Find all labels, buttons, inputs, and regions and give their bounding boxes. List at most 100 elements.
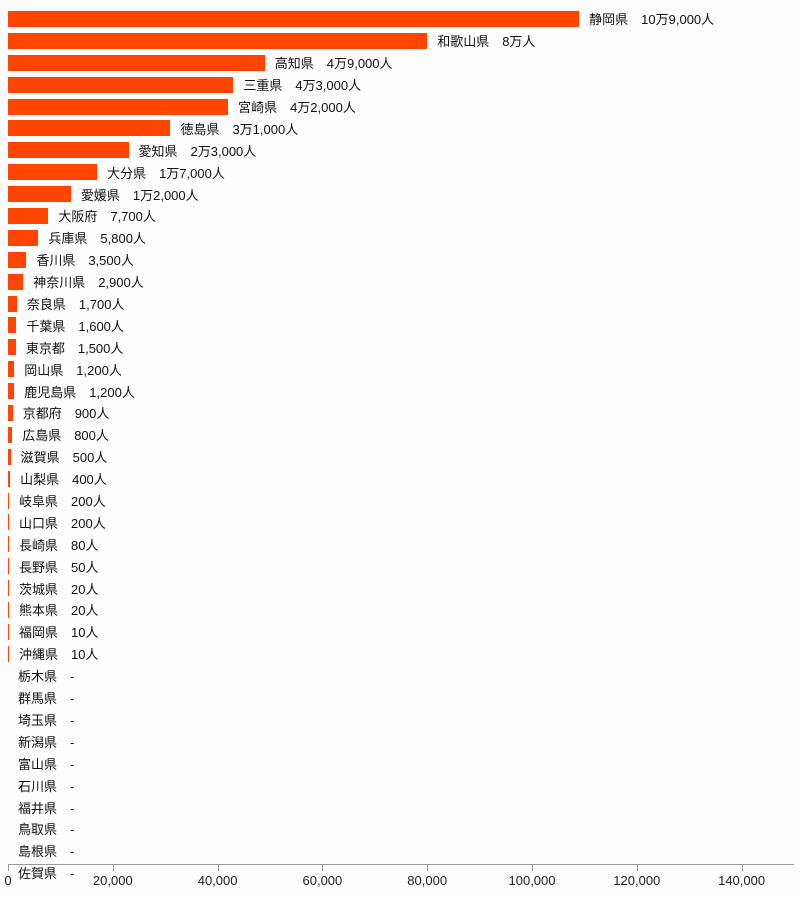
bar-label: 兵庫県 5,800人 (48, 228, 146, 247)
bar (8, 317, 16, 333)
bar-row: 福岡県 10人 (8, 621, 794, 643)
bar-label: 高知県 4万9,000人 (275, 53, 393, 72)
bar (8, 142, 129, 158)
bar-row: 鳥取県 - (8, 818, 794, 840)
bar (8, 120, 170, 136)
bar-row: 山梨県 400人 (8, 468, 794, 490)
bar-row: 富山県 - (8, 752, 794, 774)
bar-label: 香川県 3,500人 (36, 250, 134, 269)
bar-label: 和歌山県 8万人 (437, 31, 535, 50)
bar (8, 252, 26, 268)
bar-row: 香川県 3,500人 (8, 249, 794, 271)
bar (8, 558, 9, 574)
bar-label: 熊本県 20人 (19, 600, 98, 619)
axis-tick (532, 865, 533, 871)
axis-tick-label: 120,000 (613, 873, 660, 888)
bar-row: 広島県 800人 (8, 424, 794, 446)
bar-label: 千葉県 1,600人 (26, 316, 124, 335)
bar (8, 471, 10, 487)
bar-row: 奈良県 1,700人 (8, 293, 794, 315)
bar-row: 愛知県 2万3,000人 (8, 139, 794, 161)
bar-label: 石川県 - (18, 776, 74, 795)
bar (8, 55, 265, 71)
bar (8, 536, 9, 552)
bar-label: 島根県 - (18, 841, 74, 860)
bar (8, 33, 427, 49)
axis-tick-label: 80,000 (407, 873, 447, 888)
axis-tick-label: 140,000 (718, 873, 765, 888)
bar-label: 大分県 1万7,000人 (107, 163, 225, 182)
bar (8, 164, 97, 180)
bar-row: 神奈川県 2,900人 (8, 271, 794, 293)
axis-tick (322, 865, 323, 871)
axis-tick-label: 0 (4, 873, 11, 888)
bar (8, 99, 228, 115)
bar-label: 徳島県 3万1,000人 (180, 119, 298, 138)
plot-area: 静岡県 10万9,000人和歌山県 8万人高知県 4万9,000人三重県 4万3… (8, 8, 794, 864)
bar-label: 長崎県 80人 (19, 535, 98, 554)
bar (8, 405, 13, 421)
bar-row: 福井県 - (8, 796, 794, 818)
bar-row: 島根県 - (8, 840, 794, 862)
axis-tick (427, 865, 428, 871)
bar-row: 石川県 - (8, 774, 794, 796)
bar (8, 514, 9, 530)
bar-label: 静岡県 10万9,000人 (589, 9, 714, 28)
bar-label: 京都府 900人 (23, 403, 110, 422)
bar-label: 山梨県 400人 (20, 469, 107, 488)
bar-label: 福岡県 10人 (19, 622, 98, 641)
bar-label: 茨城県 20人 (19, 579, 98, 598)
bar-row: 兵庫県 5,800人 (8, 227, 794, 249)
bar (8, 427, 12, 443)
bar (8, 230, 38, 246)
bar-row: 熊本県 20人 (8, 599, 794, 621)
bar (8, 449, 11, 465)
bar (8, 296, 17, 312)
bar-row: 徳島県 3万1,000人 (8, 117, 794, 139)
bar-row: 高知県 4万9,000人 (8, 52, 794, 74)
axis-tick (113, 865, 114, 871)
bar-row: 静岡県 10万9,000人 (8, 8, 794, 30)
bar (8, 602, 9, 618)
axis-tick (218, 865, 219, 871)
bar-row: 東京都 1,500人 (8, 336, 794, 358)
bar-label: 岡山県 1,200人 (24, 360, 122, 379)
bar-label: 富山県 - (18, 754, 74, 773)
bar-label: 東京都 1,500人 (26, 338, 124, 357)
bar-label: 鹿児島県 1,200人 (24, 382, 135, 401)
bar-row: 長崎県 80人 (8, 533, 794, 555)
bar-label: 愛知県 2万3,000人 (139, 141, 257, 160)
bar-row: 和歌山県 8万人 (8, 30, 794, 52)
bar (8, 624, 9, 640)
bar (8, 646, 9, 662)
bar-row: 岡山県 1,200人 (8, 358, 794, 380)
x-axis: 020,00040,00060,00080,000100,000120,0001… (8, 864, 794, 892)
bar-row: 三重県 4万3,000人 (8, 74, 794, 96)
bar (8, 208, 48, 224)
bar-row: 群馬県 - (8, 687, 794, 709)
bar-row: 宮崎県 4万2,000人 (8, 96, 794, 118)
bar-label: 沖縄県 10人 (19, 644, 98, 663)
bar (8, 361, 14, 377)
bar-row: 山口県 200人 (8, 511, 794, 533)
bar (8, 339, 16, 355)
axis-tick (8, 865, 9, 871)
bar-label: 三重県 4万3,000人 (243, 75, 361, 94)
bar-label: 福井県 - (18, 798, 74, 817)
bar-label: 鳥取県 - (18, 819, 74, 838)
axis-tick-label: 60,000 (303, 873, 343, 888)
bar-label: 新潟県 - (18, 732, 74, 751)
bar-label: 岐阜県 200人 (19, 491, 106, 510)
bar-row: 大阪府 7,700人 (8, 205, 794, 227)
bar-row: 新潟県 - (8, 730, 794, 752)
bar-row: 埼玉県 - (8, 709, 794, 731)
bar-row: 岐阜県 200人 (8, 490, 794, 512)
bar-row: 大分県 1万7,000人 (8, 161, 794, 183)
bar-label: 栃木県 - (18, 666, 74, 685)
bar (8, 77, 233, 93)
bar-label: 奈良県 1,700人 (27, 294, 125, 313)
bar (8, 274, 23, 290)
bar-label: 群馬県 - (18, 688, 74, 707)
bar-label: 宮崎県 4万2,000人 (238, 97, 356, 116)
bar-label: 山口県 200人 (19, 513, 106, 532)
